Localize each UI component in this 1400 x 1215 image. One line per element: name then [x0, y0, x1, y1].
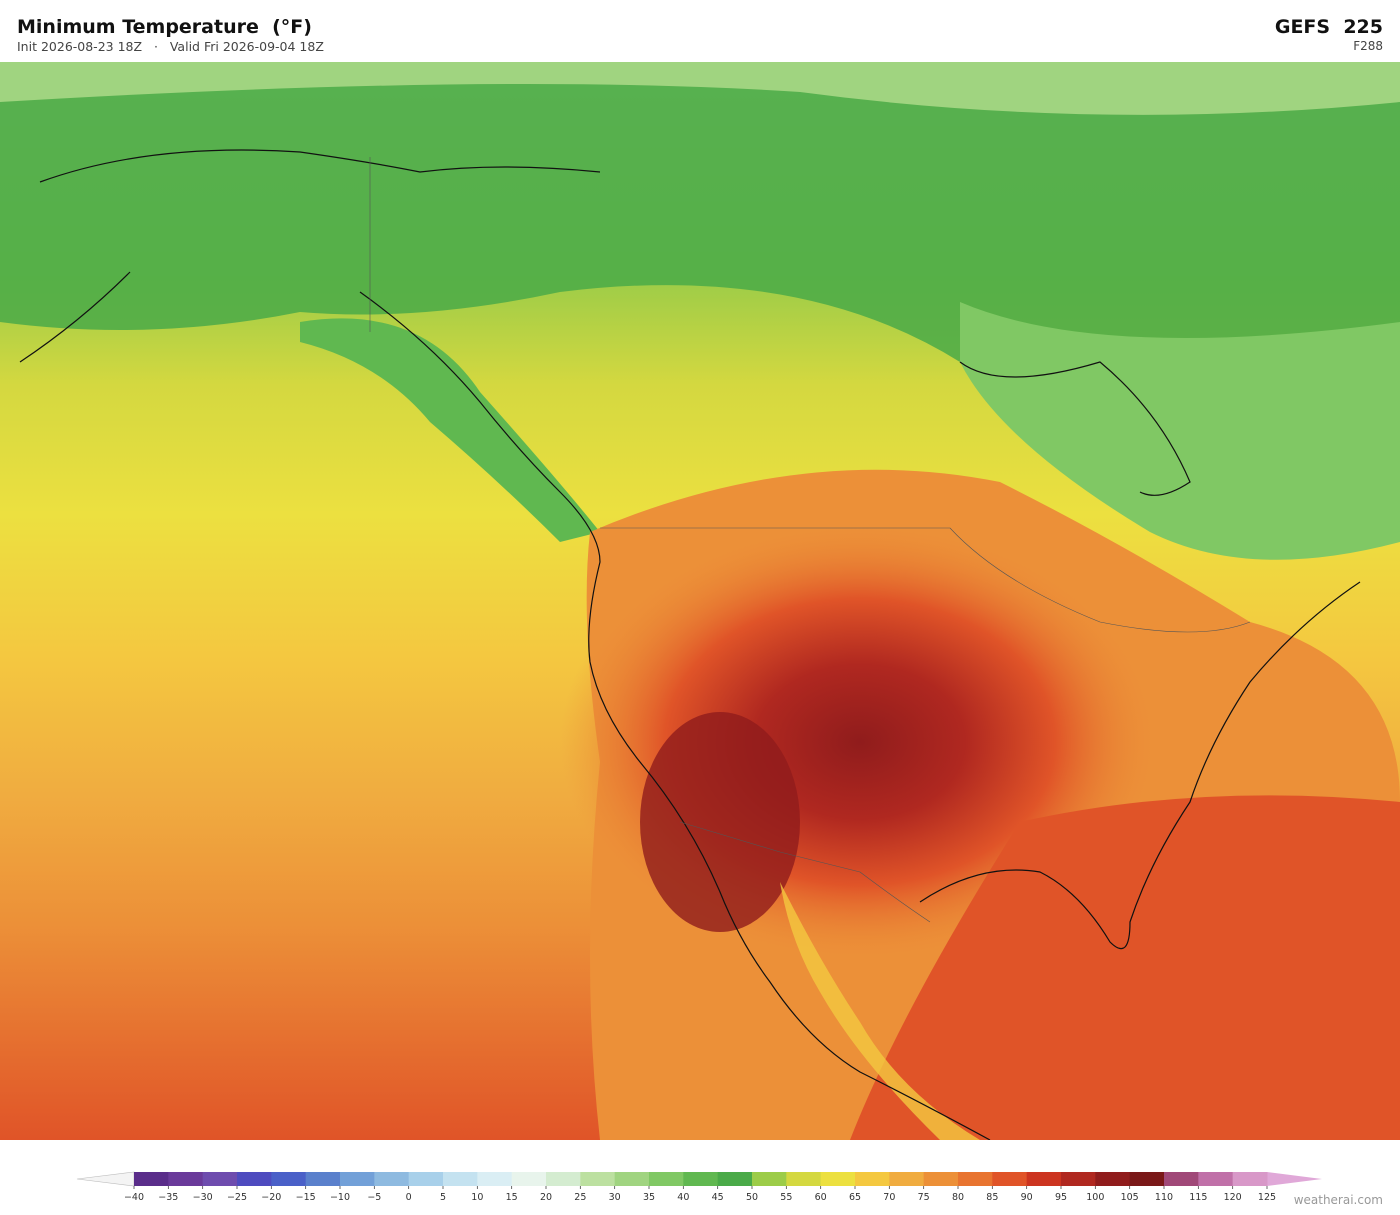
tick-label: 50	[746, 1192, 758, 1203]
color-bin	[202, 1172, 238, 1186]
color-bin	[923, 1172, 959, 1186]
color-bin	[443, 1172, 478, 1186]
tick-label: 0	[406, 1192, 412, 1203]
color-bin	[614, 1172, 650, 1186]
color-bin	[683, 1172, 719, 1186]
west-coast	[19, 149, 991, 1140]
tick-label: 5	[440, 1192, 446, 1203]
tick-label: 35	[643, 1192, 655, 1203]
tick-label: −25	[227, 1192, 247, 1203]
color-bin	[305, 1172, 341, 1186]
color-bin	[477, 1172, 513, 1186]
tick-label: 25	[574, 1192, 586, 1203]
credit: weatherai.com	[1293, 1193, 1383, 1207]
tick-label: 125	[1258, 1192, 1276, 1203]
canada-east	[960, 302, 1400, 560]
borders	[369, 157, 1251, 923]
color-bin	[992, 1172, 1028, 1186]
tick-label: 80	[952, 1192, 964, 1203]
tick-label: 55	[780, 1192, 792, 1203]
tick-label: 100	[1086, 1192, 1104, 1203]
color-bin	[649, 1172, 684, 1186]
tick-label: −10	[330, 1192, 350, 1203]
tick-label: 65	[849, 1192, 861, 1203]
color-bin	[1232, 1172, 1268, 1186]
us-mexico-border	[679, 821, 931, 923]
color-bin	[340, 1172, 375, 1186]
map	[0, 62, 1400, 1140]
color-bin	[1129, 1172, 1165, 1186]
color-bin	[511, 1172, 547, 1186]
color-bin	[546, 1172, 581, 1186]
hudson-bay	[959, 361, 1191, 496]
tick-label: 105	[1121, 1192, 1139, 1203]
color-bin	[855, 1172, 890, 1186]
color-bin	[374, 1172, 410, 1186]
tick-label: 95	[1055, 1192, 1067, 1203]
color-bin	[1198, 1172, 1234, 1186]
color-bin	[168, 1172, 204, 1186]
tick-label: 60	[815, 1192, 827, 1203]
tick-label: −5	[367, 1192, 381, 1203]
color-bin	[1095, 1172, 1131, 1186]
tick-label: 45	[712, 1192, 724, 1203]
tick-label: 70	[883, 1192, 895, 1203]
tick-label: −35	[158, 1192, 178, 1203]
color-bin	[958, 1172, 993, 1186]
color-bin	[580, 1172, 616, 1186]
desert-heat	[640, 712, 800, 932]
forecast-hour: F288	[1353, 39, 1383, 53]
tick-label: 15	[506, 1192, 518, 1203]
east-coast	[919, 581, 1361, 950]
color-bin	[820, 1172, 856, 1186]
color-bin	[408, 1172, 444, 1186]
tick-label: −15	[296, 1192, 316, 1203]
color-bin	[889, 1172, 925, 1186]
title: Minimum Temperature (°F)	[17, 16, 312, 38]
color-bin	[1164, 1172, 1199, 1186]
coast-range	[300, 318, 600, 542]
tick-label: −40	[124, 1192, 144, 1203]
color-bin	[752, 1172, 787, 1186]
tick-label: 30	[609, 1192, 621, 1203]
gulf-atlantic	[850, 795, 1400, 1140]
color-bin	[786, 1172, 822, 1186]
colorbar: −40 −35 −30 −25 −20 −15 −10 −5 0 5 10 15 20 25 30 35 40 4…	[76, 1171, 1322, 1203]
color-bin	[1026, 1172, 1062, 1186]
coastlines	[19, 149, 1361, 1140]
color-bin	[237, 1172, 272, 1186]
tick-label: −30	[193, 1192, 213, 1203]
color-bin	[134, 1172, 169, 1186]
subtitle: Init 2026-08-23 18Z · Valid Fri 2026-09-…	[17, 39, 324, 54]
color-bin	[271, 1172, 307, 1186]
tick-label: 115	[1189, 1192, 1207, 1203]
color-bin	[717, 1172, 753, 1186]
tick-label: 20	[540, 1192, 552, 1203]
tick-label: 85	[986, 1192, 998, 1203]
tick-label: 120	[1224, 1192, 1242, 1203]
model-label: GEFS 225	[1274, 16, 1383, 38]
tick-label: 40	[677, 1192, 689, 1203]
over-arrow	[1267, 1172, 1322, 1186]
color-bin	[1061, 1172, 1096, 1186]
tick-label: 10	[471, 1192, 483, 1203]
under-arrow	[76, 1171, 135, 1187]
tick-label: −20	[261, 1192, 281, 1203]
tick-label: 90	[1021, 1192, 1033, 1203]
arctic	[0, 62, 1400, 115]
tick-label: 110	[1155, 1192, 1173, 1203]
tick-label: 75	[918, 1192, 930, 1203]
us-canada-border	[600, 527, 1251, 633]
